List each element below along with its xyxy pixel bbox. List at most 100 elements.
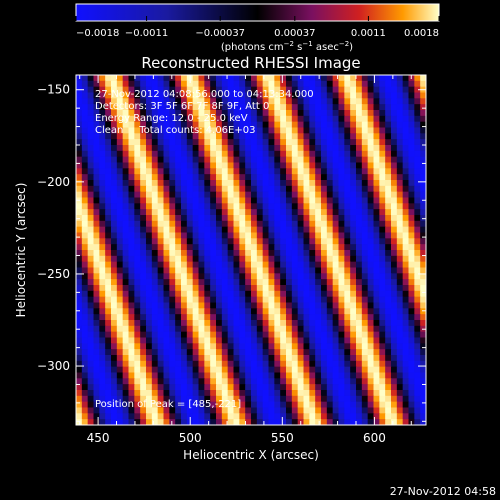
heatmap-cell (251, 115, 258, 123)
heatmap-cell (396, 290, 404, 298)
heatmap-cell (385, 255, 392, 263)
heatmap-cell (291, 197, 299, 204)
heatmap-cell (216, 395, 223, 403)
heatmap-cell (99, 290, 106, 298)
heatmap-cell (151, 279, 159, 286)
heatmap-cell (297, 366, 305, 374)
heatmap-cell (216, 372, 223, 379)
heatmap-cell (151, 226, 159, 234)
heatmap-cell (76, 203, 83, 210)
heatmap-cell (157, 215, 165, 222)
heatmap-cell (105, 267, 112, 274)
heatmap-cell (157, 139, 165, 146)
heatmap-cell (256, 98, 264, 105)
heatmap-cell (344, 360, 351, 368)
heatmap-cell (379, 314, 386, 321)
heatmap-cell (169, 407, 176, 414)
heatmap-cell (286, 180, 293, 187)
heatmap-cell (350, 325, 357, 333)
heatmap-cell (379, 267, 386, 274)
heatmap-cell (356, 419, 363, 425)
heatmap-cell (274, 244, 281, 251)
heatmap-cell (391, 80, 398, 88)
heatmap-cell (408, 139, 415, 146)
heatmap-cell (367, 145, 375, 152)
heatmap-cell (402, 413, 410, 420)
heatmap-cell (391, 226, 398, 234)
heatmap-cell (402, 191, 410, 199)
heatmap-cell (315, 401, 322, 409)
heatmap-cell (157, 273, 165, 280)
heatmap-cell (367, 360, 375, 368)
heatmap-cell (116, 232, 124, 239)
heatmap-cell (303, 273, 310, 280)
heatmap-cell (396, 244, 404, 251)
heatmap-cell (367, 92, 375, 99)
heatmap-cell (175, 133, 182, 140)
heatmap-cell (332, 226, 340, 234)
heatmap-cell (175, 75, 182, 82)
heatmap-cell (268, 413, 275, 420)
heatmap-cell (81, 302, 89, 309)
heatmap-cell (146, 331, 153, 339)
heatmap-cell (280, 331, 287, 339)
heatmap-cell (105, 75, 112, 82)
heatmap-cell (350, 273, 357, 280)
heatmap-cell (251, 296, 258, 304)
heatmap-cell (332, 150, 340, 158)
heatmap-cell (216, 261, 223, 269)
heatmap-cell (309, 133, 316, 140)
heatmap-cell (297, 401, 305, 409)
heatmap-cell (128, 209, 135, 216)
heatmap-cell (344, 203, 351, 210)
heatmap-cell (192, 250, 200, 257)
heatmap-cell (111, 296, 118, 304)
heatmap-cell (99, 127, 106, 134)
heatmap-cell (99, 401, 106, 409)
heatmap-cell (414, 215, 421, 222)
heatmap-cell (414, 360, 421, 368)
heatmap-cell (286, 156, 293, 164)
heatmap-cell (402, 180, 410, 187)
heatmap-cell (379, 261, 386, 269)
heatmap-cell (367, 413, 375, 420)
heatmap-cell (262, 395, 270, 403)
heatmap-cell (198, 232, 205, 239)
heatmap-cell (210, 314, 217, 321)
heatmap-cell (268, 110, 275, 117)
heatmap-cell (233, 419, 240, 425)
heatmap-cell (163, 121, 170, 129)
heatmap-cell (373, 168, 380, 175)
heatmap-cell (361, 320, 369, 327)
heatmap-cell (146, 360, 153, 368)
heatmap-cell (361, 343, 369, 350)
heatmap-cell (251, 337, 258, 344)
heatmap-cell (169, 279, 176, 286)
heatmap-cell (216, 413, 223, 420)
heatmap-cell (151, 401, 159, 409)
heatmap-cell (350, 104, 357, 111)
heatmap-cell (134, 314, 141, 321)
heatmap-cell (332, 133, 340, 140)
heatmap-cell (274, 331, 281, 339)
heatmap-cell (163, 360, 170, 368)
heatmap-cell (239, 296, 246, 304)
heatmap-cell (391, 290, 398, 298)
heatmap-cell (157, 378, 165, 385)
heatmap-cell (146, 244, 153, 251)
heatmap-cell (93, 92, 100, 99)
heatmap-cell (169, 360, 176, 368)
heatmap-cell (239, 378, 246, 385)
heatmap-cell (221, 250, 229, 257)
heatmap-cell (157, 360, 165, 368)
heatmap-cell (192, 378, 200, 385)
heatmap-cell (262, 203, 270, 210)
heatmap-cell (233, 255, 240, 263)
heatmap-cell (268, 308, 275, 315)
heatmap-cell (385, 320, 392, 327)
heatmap-cell (274, 191, 281, 199)
heatmap-cell (256, 220, 264, 228)
heatmap-cell (245, 343, 252, 350)
heatmap-cell (198, 127, 205, 134)
heatmap-cell (297, 197, 305, 204)
